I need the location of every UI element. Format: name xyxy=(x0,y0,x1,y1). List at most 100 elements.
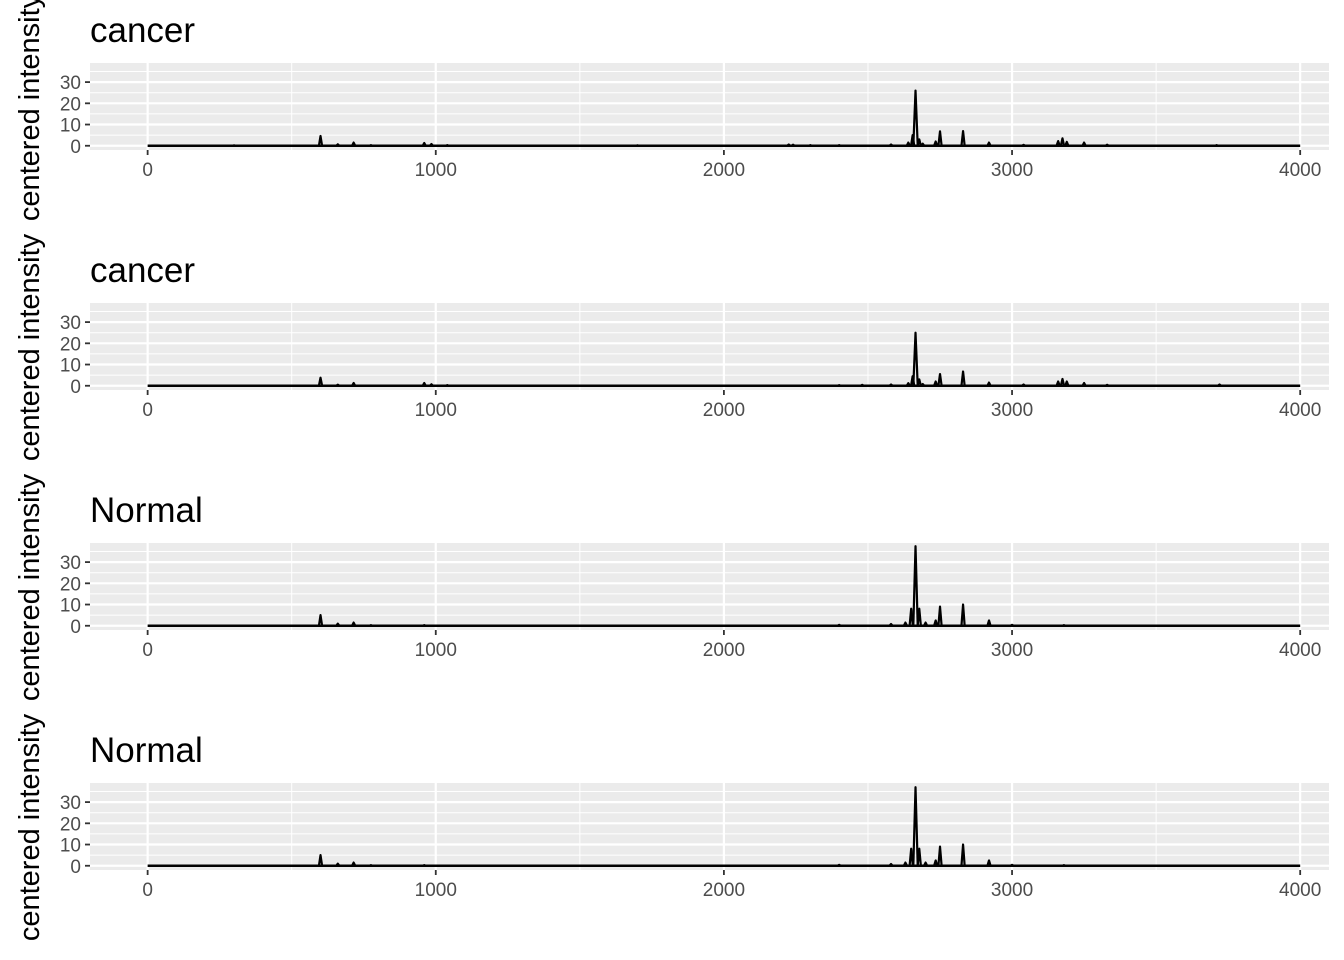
spectrum-peak xyxy=(912,89,919,146)
spectrum-peak xyxy=(888,622,894,627)
spectrum-peak xyxy=(422,624,427,627)
panel-title: cancer xyxy=(90,251,195,290)
panel-title: cancer xyxy=(90,11,195,50)
y-axis-label: centered intensity xyxy=(14,713,46,941)
spectrum-peak xyxy=(1021,143,1026,147)
spectrum-peak xyxy=(912,786,919,866)
spectrum-peak xyxy=(908,607,914,626)
spectrum-peak xyxy=(1081,381,1087,387)
spectrum-peak xyxy=(960,130,966,146)
spectrum-peak xyxy=(986,619,992,627)
spectrum-peak xyxy=(368,864,373,867)
y-tick-label: 30 xyxy=(60,73,81,94)
spectrum-peak xyxy=(1061,624,1066,627)
panel-title: Normal xyxy=(90,731,203,770)
spectrum-peak xyxy=(335,143,341,147)
y-tick-label: 30 xyxy=(60,553,81,574)
x-tick-label: 1000 xyxy=(415,640,457,661)
spectrum-peak xyxy=(1055,139,1061,147)
spectrum-peak xyxy=(317,854,324,866)
spectrum-peak xyxy=(923,861,929,867)
x-tick-label: 0 xyxy=(142,640,153,661)
spectrum-peak xyxy=(368,144,373,147)
y-tick-label: 10 xyxy=(60,836,81,857)
y-axis-label: centered intensity xyxy=(14,0,46,221)
spectrum-peak xyxy=(960,603,966,626)
plot-background xyxy=(90,543,1329,630)
spectrum-peak xyxy=(429,383,434,387)
spectrum-peak xyxy=(335,862,341,867)
y-axis-label: centered intensity xyxy=(14,233,46,461)
spectrum-peak xyxy=(986,141,992,147)
spectrum-peak xyxy=(1021,383,1026,387)
spectrum-peak xyxy=(837,144,842,147)
panel-1: cancer centered intensity 0 1000 2000 3000 400… xyxy=(14,0,1329,221)
spectrum-peak xyxy=(912,545,919,626)
y-tick-label: 0 xyxy=(70,857,81,878)
spectrum-peak xyxy=(837,623,842,627)
x-tick-label: 3000 xyxy=(991,880,1033,901)
spectrum-peak xyxy=(986,859,992,867)
spectrum-peak xyxy=(445,144,450,147)
spectrum-peak xyxy=(1055,380,1061,387)
x-tick-label: 4000 xyxy=(1279,880,1321,901)
spectrum-peak xyxy=(933,619,939,627)
spectrum-peak xyxy=(937,605,943,626)
spectrum-peak xyxy=(1009,863,1015,867)
spectrum-peak xyxy=(888,383,894,387)
y-tick-label: 30 xyxy=(60,793,81,814)
spectrum-peak xyxy=(422,864,427,867)
spectrum-peak xyxy=(1059,377,1066,387)
spectrum-peak xyxy=(937,372,943,386)
spectrum-peak xyxy=(837,384,842,387)
y-tick-label: 10 xyxy=(60,596,81,617)
spectrum-peak xyxy=(808,144,813,147)
y-tick-label: 0 xyxy=(70,617,81,638)
spectrum-peak xyxy=(1214,144,1219,147)
x-tick-label: 4000 xyxy=(1279,640,1321,661)
y-tick-label: 10 xyxy=(60,356,81,377)
spectrum-peak xyxy=(905,141,911,147)
panel-4: Normal centered intensity 0 1000 2000 3000 400… xyxy=(14,713,1329,941)
y-tick-label: 0 xyxy=(70,377,81,398)
x-tick-label: 3000 xyxy=(991,640,1033,661)
y-tick-label: 30 xyxy=(60,313,81,334)
plot-background xyxy=(90,63,1329,150)
x-tick-label: 1000 xyxy=(415,400,457,421)
spectrum-peak xyxy=(1064,380,1070,387)
spectrum-peak xyxy=(351,141,357,147)
spectrum-peak xyxy=(960,843,966,866)
spectrum-peak xyxy=(1059,137,1066,146)
spectrum-peak xyxy=(920,142,926,147)
x-tick-label: 0 xyxy=(142,880,153,901)
x-tick-label: 3000 xyxy=(991,400,1033,421)
spectrum-peak xyxy=(960,370,966,386)
spectrum-peak xyxy=(317,134,324,146)
x-tick-label: 0 xyxy=(142,160,153,181)
plot-background xyxy=(90,303,1329,390)
spectrum-peak xyxy=(786,143,792,147)
spectrum-peak xyxy=(1217,383,1222,387)
spectrum-peak xyxy=(905,382,911,387)
x-tick-label: 2000 xyxy=(703,880,745,901)
spectrum-peak xyxy=(916,607,922,626)
x-tick-label: 2000 xyxy=(703,640,745,661)
spectrum-peak xyxy=(421,141,427,147)
spectrum-peak xyxy=(923,621,929,627)
x-tick-label: 4000 xyxy=(1279,400,1321,421)
spectrum-peak xyxy=(1105,383,1110,387)
y-tick-label: 20 xyxy=(60,574,81,595)
x-tick-label: 1000 xyxy=(415,880,457,901)
spectrum-peak xyxy=(445,384,450,387)
spectrum-peak xyxy=(317,614,324,626)
spectrum-peak xyxy=(933,140,939,147)
x-tick-label: 4000 xyxy=(1279,160,1321,181)
spectrum-peak xyxy=(937,130,943,146)
spectrum-peak xyxy=(335,383,341,387)
x-tick-label: 1000 xyxy=(415,160,457,181)
spectrum-peak xyxy=(368,624,373,627)
spectrum-peak xyxy=(1081,141,1087,147)
panel-title: Normal xyxy=(90,491,203,530)
spectrum-peak xyxy=(421,381,427,387)
y-tick-label: 20 xyxy=(60,334,81,355)
